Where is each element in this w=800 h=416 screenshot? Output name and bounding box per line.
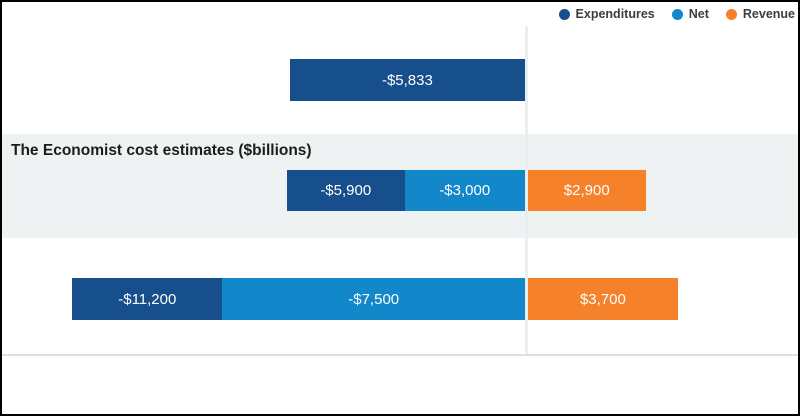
bar-value-label: -$7,500 xyxy=(348,290,400,308)
legend-item-expenditures[interactable]: Expenditures xyxy=(558,7,655,21)
chart-title: The Economist cost estimates ($billions) xyxy=(11,142,312,159)
legend-item-revenue[interactable]: Revenue xyxy=(725,7,795,21)
bar-row3-expenditures[interactable]: -$11,200 xyxy=(72,278,223,320)
x-axis-line xyxy=(0,354,800,356)
bar-row3-net[interactable]: -$7,500 xyxy=(222,278,526,320)
bar-value-label: $3,700 xyxy=(579,290,626,308)
bar-row2-net[interactable]: -$3,000 xyxy=(404,170,525,211)
bar-row2-expenditures[interactable]: -$5,900 xyxy=(287,170,405,211)
bar-row1-expenditures[interactable]: -$5,833 xyxy=(289,59,525,101)
bar-value-label: -$11,200 xyxy=(118,290,177,308)
chart-legend: Expenditures Net Revenue xyxy=(558,7,795,21)
legend-label-revenue: Revenue xyxy=(742,7,795,21)
legend-dot-revenue-icon xyxy=(725,8,737,20)
bar-row2-revenue[interactable]: $2,900 xyxy=(528,170,646,211)
bar-value-label: $2,900 xyxy=(563,182,610,199)
zero-axis-line xyxy=(525,26,528,354)
bar-value-label: -$5,833 xyxy=(381,71,433,89)
legend-dot-expenditures-icon xyxy=(558,8,570,20)
legend-label-net: Net xyxy=(688,7,709,21)
legend-item-net[interactable]: Net xyxy=(671,7,709,21)
bar-value-label: -$3,000 xyxy=(439,182,491,199)
bar-value-label: -$5,900 xyxy=(320,182,372,199)
legend-label-expenditures: Expenditures xyxy=(575,7,655,21)
bar-row3-revenue[interactable]: $3,700 xyxy=(528,278,678,320)
legend-dot-net-icon xyxy=(671,8,683,20)
